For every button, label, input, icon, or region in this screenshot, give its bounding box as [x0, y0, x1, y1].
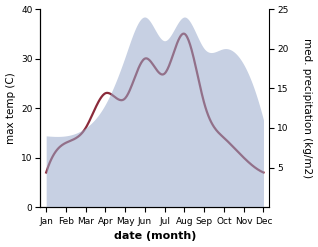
X-axis label: date (month): date (month) [114, 231, 196, 242]
Y-axis label: med. precipitation (kg/m2): med. precipitation (kg/m2) [302, 38, 313, 178]
Y-axis label: max temp (C): max temp (C) [5, 72, 16, 144]
